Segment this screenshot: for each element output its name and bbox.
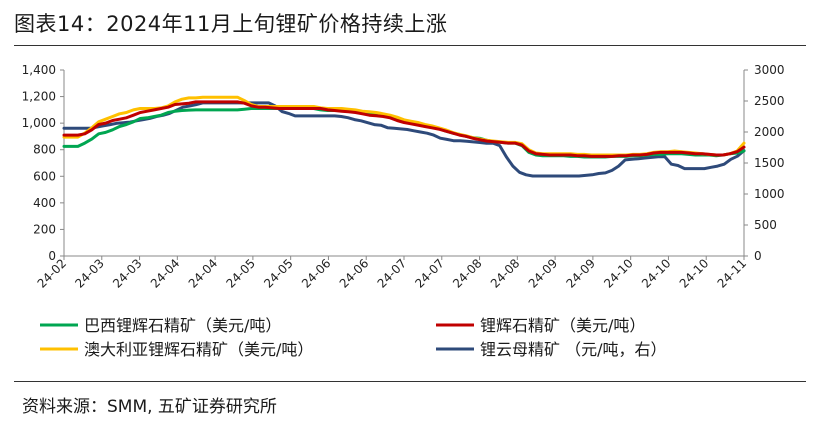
y-right-tick-label: 2000 bbox=[754, 125, 785, 139]
x-tick-label: 24-11 bbox=[715, 256, 750, 291]
x-tick-label: 24-06 bbox=[299, 256, 334, 291]
y-left-tick-label: 600 bbox=[33, 169, 56, 183]
chart-axes: 0 200 400 600 800 1,000 1,200 1,400 0 500 1000 1500… bbox=[22, 63, 785, 291]
legend-label-2: 澳大利亚锂辉石精矿（美元/吨） bbox=[84, 340, 313, 359]
y-right-tick-label: 1000 bbox=[754, 187, 785, 201]
x-tick-label: 24-08 bbox=[488, 256, 523, 291]
line-chart: 0 200 400 600 800 1,000 1,200 1,400 0 500 1000 1500… bbox=[22, 63, 785, 359]
x-tick-label: 24-04 bbox=[148, 256, 183, 291]
x-tick-label: 24-07 bbox=[412, 256, 447, 291]
y-right-tick-label: 0 bbox=[754, 249, 762, 263]
series-line-2 bbox=[62, 95, 746, 157]
y-left-tick-label: 1,000 bbox=[22, 116, 56, 130]
x-tick-label: 24-09 bbox=[526, 256, 561, 291]
source-note: 资料来源：SMM, 五矿证券研究所 bbox=[22, 397, 277, 417]
y-right-tick-label: 3000 bbox=[754, 63, 785, 77]
y-left-tick-label: 200 bbox=[33, 222, 56, 236]
page-title: 图表14：2024年11月上旬锂矿价格持续上涨 bbox=[14, 12, 448, 36]
legend-label-1: 锂辉石精矿（美元/吨） bbox=[480, 316, 645, 335]
y-right-tick-label: 1500 bbox=[754, 156, 785, 170]
chart-series bbox=[62, 95, 746, 178]
x-tick-label: 24-05 bbox=[261, 256, 296, 291]
x-tick-label: 24-03 bbox=[110, 256, 145, 291]
x-tick-label: 24-10 bbox=[677, 256, 712, 291]
y-left-tick-label: 1,400 bbox=[22, 63, 56, 77]
x-tick-label: 24-10 bbox=[601, 256, 636, 291]
x-tick-label: 24-06 bbox=[337, 256, 372, 291]
legend-label-3: 锂云母精矿 （元/吨，右） bbox=[480, 340, 666, 359]
x-tick-label: 24-03 bbox=[72, 256, 107, 291]
series-line-1 bbox=[62, 100, 746, 158]
x-tick-label: 24-10 bbox=[639, 256, 674, 291]
x-tick-label: 24-08 bbox=[450, 256, 485, 291]
y-left-tick-label: 800 bbox=[33, 143, 56, 157]
y-right-tick-label: 500 bbox=[754, 218, 777, 232]
source-divider bbox=[14, 381, 806, 382]
chart-legend: 巴西锂辉石精矿（美元/吨） 锂辉石精矿（美元/吨） 澳大利亚锂辉石精矿（美元/吨） 锂… bbox=[40, 316, 666, 359]
y-left-tick-label: 0 bbox=[48, 249, 56, 263]
y-left-tick-label: 1,200 bbox=[22, 90, 56, 104]
x-tick-label: 24-07 bbox=[375, 256, 410, 291]
y-right-tick-label: 2500 bbox=[754, 94, 785, 108]
x-tick-label: 24-09 bbox=[563, 256, 598, 291]
y-left-tick-label: 400 bbox=[33, 196, 56, 210]
title-divider bbox=[14, 45, 806, 46]
legend-label-0: 巴西锂辉石精矿（美元/吨） bbox=[84, 316, 281, 335]
x-tick-label: 24-04 bbox=[186, 256, 221, 291]
x-tick-label: 24-05 bbox=[223, 256, 258, 291]
